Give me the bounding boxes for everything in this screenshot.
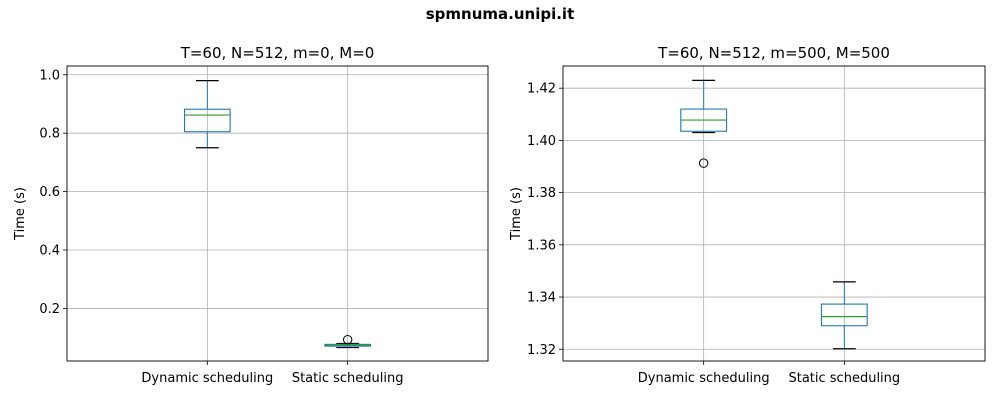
box-iqr	[820, 303, 868, 327]
x-tick-label: Dynamic scheduling	[141, 371, 273, 386]
y-tick-label: 1.36	[527, 238, 556, 253]
chart-title: T=60, N=512, m=0, M=0	[180, 44, 375, 62]
box-1	[680, 79, 728, 168]
y-tick-label: 1.34	[527, 291, 556, 306]
y-tick-label: 0.6	[39, 185, 60, 200]
y-tick-label: 1.40	[527, 134, 556, 149]
y-tick-label: 1.0	[39, 68, 60, 83]
y-tick-label: 0.2	[39, 302, 60, 317]
chart-panel-1: 0.2 0.4 0.6 0.8 1.0 Dynamic scheduling Static …	[13, 44, 489, 386]
flier-point	[342, 334, 353, 345]
box-1	[183, 80, 231, 149]
x-tick-label: Dynamic scheduling	[638, 371, 770, 386]
y-tick-label: 1.42	[527, 82, 556, 97]
x-tick-label: Static scheduling	[788, 371, 900, 386]
axes-frame	[562, 65, 986, 362]
chart-panel-2: 1.32 1.34 1.36 1.38 1.40 1.42 Dynamic scheduli…	[509, 44, 986, 386]
y-tick-label: 1.32	[527, 343, 556, 358]
y-axis-label: Time (s)	[13, 187, 28, 241]
box-iqr	[183, 108, 231, 133]
box-2	[820, 281, 868, 350]
x-tick-label: Static scheduling	[292, 371, 404, 386]
y-tick-label: 0.8	[39, 127, 60, 142]
chart-title: T=60, N=512, m=500, M=500	[657, 44, 890, 62]
y-axis-label: Time (s)	[509, 187, 524, 241]
figure-title: spmnuma.unipi.it	[425, 5, 575, 23]
box-2	[324, 334, 372, 349]
axes-frame	[66, 65, 489, 362]
flier-point	[698, 158, 709, 168]
y-tick-label: 0.4	[39, 244, 60, 259]
y-tick-label: 1.38	[527, 186, 556, 201]
